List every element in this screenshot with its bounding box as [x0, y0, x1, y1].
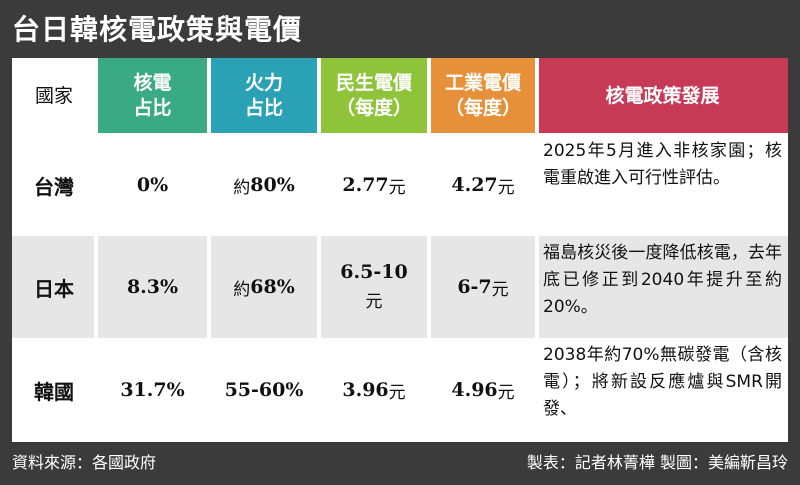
approx-prefix: 約 [233, 279, 251, 300]
thermal-share-taiwan: 約 80% [209, 134, 319, 236]
header-thermal-line2: 占比 [244, 97, 283, 119]
currency-unit: 元 [365, 292, 383, 312]
currency-unit: 元 [388, 382, 406, 403]
thermal-value: 80% [250, 174, 295, 196]
policy-japan: 福島核災後一度降低核電，去年底已修正到2040年提升至約20%。 [543, 243, 782, 317]
header-policy: 核電政策發展 [537, 58, 788, 134]
nuclear-share-japan: 8.3% [126, 276, 179, 298]
industrial-value: 4.27 [451, 174, 498, 196]
policy-korea: 2038年約70%無碳發電（含核電）；將新設反應爐與SMR開發、 [543, 345, 782, 419]
header-country-label: 國家 [34, 84, 73, 107]
comparison-table: 國家 核電 占比 火力 占比 民生電價 （每度） 工業電價 （每度） 核電政策發… [12, 58, 788, 442]
currency-unit: 元 [497, 177, 515, 198]
residential-value: 3.96 [342, 379, 389, 401]
country-korea: 韓國 [34, 379, 74, 404]
industrial-price-taiwan: 4.27 元 [429, 134, 537, 236]
nuclear-share-korea: 31.7% [120, 379, 185, 401]
column-divider [535, 58, 539, 442]
header-residential-price: 民生電價 （每度） [319, 58, 429, 134]
currency-unit: 元 [388, 177, 406, 198]
nuclear-share-taiwan: 0% [136, 174, 169, 196]
currency-unit: 元 [497, 382, 515, 403]
country-japan: 日本 [34, 276, 74, 301]
header-residential-line1: 民生電價 [335, 72, 412, 94]
header-industrial-line2: （每度） [444, 97, 521, 119]
header-nuclear-line1: 核電 [133, 72, 172, 94]
source-note: 資料來源：各國政府 [12, 453, 157, 472]
credits-note: 製表：記者林菁樺 製圖：美編靳昌玲 [526, 453, 788, 472]
header-thermal-share: 火力 占比 [209, 58, 319, 134]
policy-taiwan: 2025年5月進入非核家園；核電重啟進入可行性評估。 [543, 141, 782, 188]
industrial-price-korea: 4.96 元 [429, 338, 537, 442]
table-row-taiwan [12, 134, 788, 236]
industrial-price-japan: 6-7 元 [429, 236, 537, 338]
table-row-korea [12, 338, 788, 442]
page-title: 台日韓核電政策與電價 [12, 13, 303, 46]
residential-value: 6.5-10 [340, 261, 408, 283]
residential-price-japan: 6.5-10 元 [319, 236, 429, 338]
approx-prefix: 約 [233, 177, 251, 198]
residential-value: 2.77 [342, 174, 389, 196]
header-policy-label: 核電政策發展 [605, 84, 720, 107]
residential-price-taiwan: 2.77 元 [319, 134, 429, 236]
column-divider [94, 58, 98, 442]
thermal-value: 55-60% [224, 379, 304, 401]
industrial-value: 4.96 [451, 379, 498, 401]
column-divider [317, 58, 321, 442]
column-divider [207, 58, 211, 442]
residential-price-korea: 3.96 元 [319, 338, 429, 442]
header-thermal-line1: 火力 [244, 72, 283, 94]
thermal-value: 68% [250, 276, 295, 298]
header-country: 國家 [12, 58, 96, 134]
header-industrial-price: 工業電價 （每度） [429, 58, 537, 134]
header-industrial-line1: 工業電價 [444, 72, 521, 94]
thermal-share-japan: 約 68% [209, 236, 319, 338]
header-nuclear-share: 核電 占比 [96, 58, 209, 134]
country-taiwan: 台灣 [34, 174, 74, 199]
table-row-japan [12, 236, 788, 338]
column-divider [427, 58, 431, 442]
header-residential-line2: （每度） [335, 97, 412, 119]
industrial-value: 6-7 [457, 276, 492, 298]
row-divider [12, 133, 788, 136]
header-nuclear-line2: 占比 [133, 97, 172, 119]
currency-unit: 元 [491, 279, 509, 300]
thermal-share-korea: 55-60% [209, 338, 319, 442]
